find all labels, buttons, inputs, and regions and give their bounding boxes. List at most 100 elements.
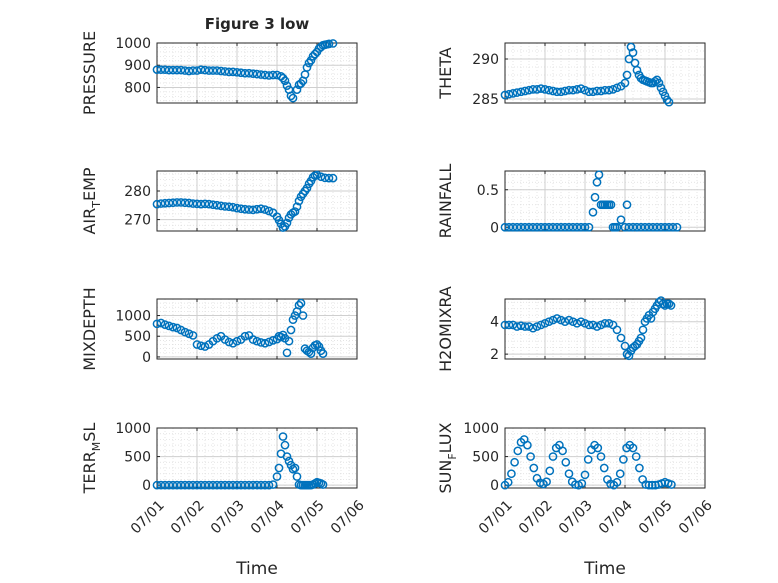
data-point — [536, 222, 546, 232]
data-point — [528, 323, 538, 333]
data-point — [274, 463, 284, 473]
data-point — [294, 300, 304, 310]
data-point — [507, 469, 516, 479]
data-point — [184, 480, 194, 490]
data-point — [268, 70, 278, 80]
data-point — [232, 67, 242, 77]
data-point — [528, 85, 538, 94]
data-point — [556, 315, 566, 325]
data-point — [648, 222, 658, 232]
axes-box — [504, 42, 706, 104]
data-point — [624, 351, 634, 361]
y-tick-label: 280 — [124, 184, 151, 200]
data-point — [619, 455, 628, 464]
data-point — [516, 222, 526, 232]
data-point — [264, 480, 274, 490]
data-point — [644, 480, 654, 490]
data-point — [584, 320, 594, 330]
data-point — [260, 205, 270, 214]
data-point — [664, 299, 674, 309]
data-point — [208, 200, 218, 210]
data-point — [152, 199, 162, 209]
data-point — [532, 85, 542, 94]
data-point — [164, 65, 174, 75]
data-point — [580, 222, 590, 232]
data-point — [224, 67, 234, 77]
subplot-mixdepth: 0 500 1000 MIXDEPTH — [80, 287, 358, 371]
axes-box — [156, 298, 358, 360]
data-point — [664, 222, 674, 232]
y-axis-label: RAINFALL — [436, 164, 455, 239]
data-point — [666, 301, 676, 310]
data-point — [224, 202, 234, 212]
data-point — [600, 85, 610, 95]
x-tick-label: 07/02 — [516, 497, 556, 537]
y-axis-label: H2OMIXRA — [436, 286, 455, 372]
data-point — [188, 66, 198, 75]
y-tick-label: 0 — [490, 220, 499, 236]
data-point — [184, 329, 194, 339]
data-point — [288, 93, 298, 103]
data-point — [204, 66, 214, 75]
data-point — [264, 71, 274, 80]
data-point — [216, 66, 226, 76]
data-point — [260, 338, 270, 348]
data-point — [184, 198, 194, 208]
data-point — [572, 85, 582, 94]
data-point — [504, 320, 514, 330]
data-point — [576, 317, 586, 327]
data-point — [660, 301, 670, 310]
subplot-h2omixra: 2 4 H2OMIXRA — [436, 286, 706, 372]
data-point — [286, 325, 296, 335]
data-point — [500, 90, 510, 100]
data-point — [504, 222, 514, 232]
data-point — [552, 87, 562, 97]
data-point — [264, 206, 274, 216]
y-tick-label: 285 — [472, 92, 499, 108]
data-point — [290, 207, 300, 216]
data-point — [302, 63, 312, 72]
data-point — [268, 336, 278, 345]
data-point — [288, 315, 298, 325]
data-point — [636, 333, 646, 343]
data-point — [500, 320, 510, 330]
data-point — [564, 85, 574, 95]
data-point — [576, 84, 586, 93]
data-point — [556, 222, 566, 232]
data-point — [612, 222, 622, 232]
x-tick-label: 07/01 — [476, 497, 516, 537]
data-point — [188, 331, 198, 340]
data-point — [228, 480, 238, 490]
data-point — [647, 480, 657, 490]
data-point — [196, 480, 206, 490]
data-point — [508, 222, 518, 232]
data-point — [256, 338, 266, 347]
data-point — [272, 472, 282, 481]
data-point — [292, 472, 302, 481]
data-point — [561, 457, 571, 467]
y-tick-label: 0 — [142, 350, 151, 366]
data-point — [656, 222, 666, 232]
data-point — [236, 68, 246, 78]
data-point — [292, 202, 302, 212]
data-point — [248, 69, 258, 79]
data-point — [594, 170, 604, 180]
x-tick-label: 07/05 — [636, 497, 676, 537]
data-point — [256, 70, 266, 79]
data-point — [302, 183, 312, 193]
data-point — [606, 200, 616, 210]
y-axis-label: SUNFLUX — [436, 422, 459, 493]
data-point — [640, 222, 650, 232]
data-point — [156, 65, 166, 75]
data-point — [540, 222, 550, 232]
data-point — [244, 68, 254, 78]
data-point — [616, 215, 626, 225]
y-tick-label: 0 — [490, 478, 499, 494]
data-point — [664, 97, 674, 107]
x-tick-label: 07/03 — [556, 497, 596, 537]
data-point — [168, 480, 178, 490]
data-point — [216, 480, 226, 490]
data-point — [612, 477, 622, 487]
data-point — [564, 469, 574, 479]
data-point — [604, 85, 614, 95]
